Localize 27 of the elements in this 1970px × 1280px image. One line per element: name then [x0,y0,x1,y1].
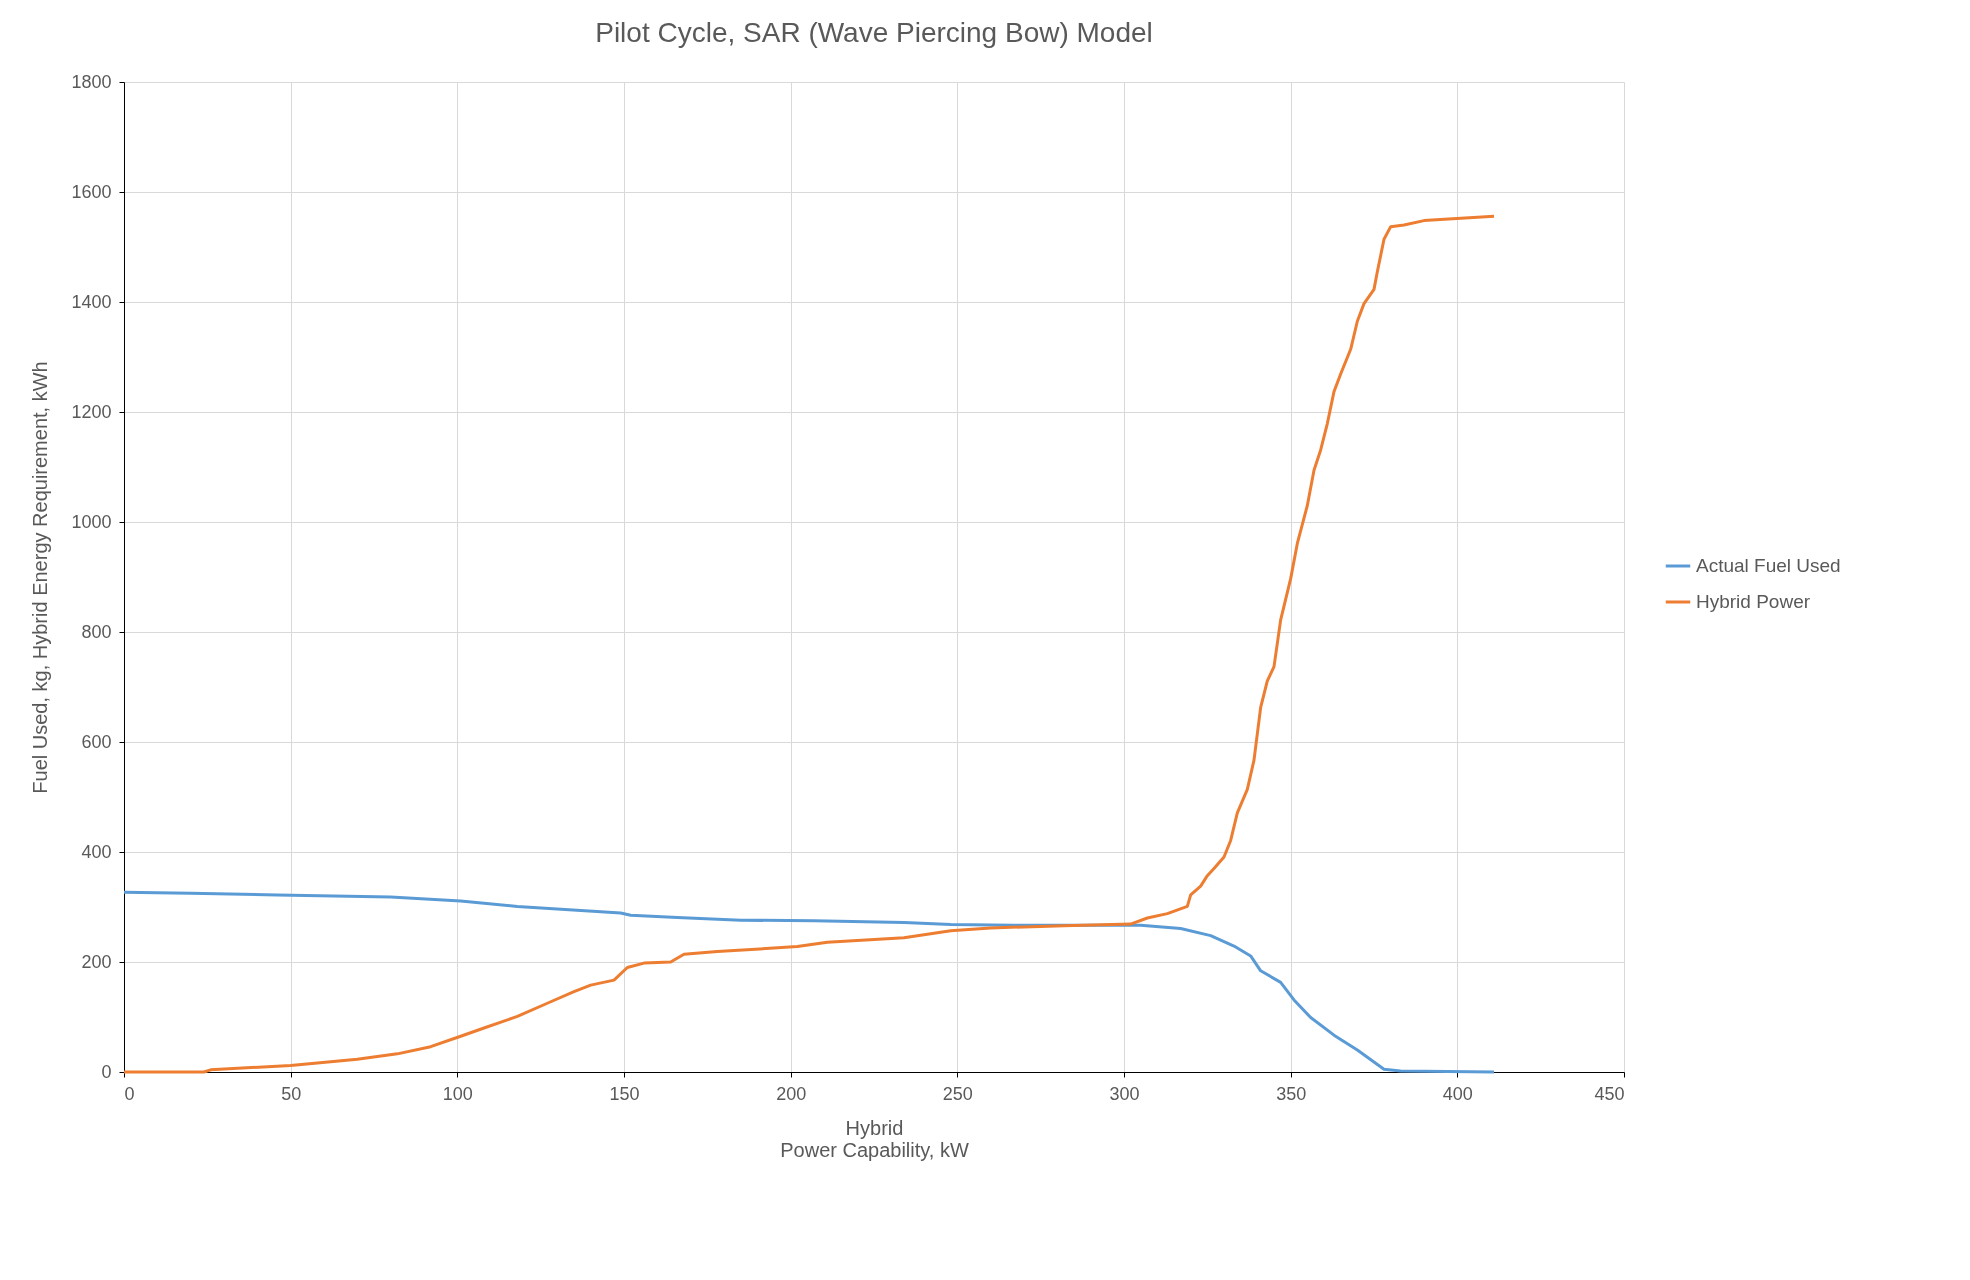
line-series [122,214,1496,1074]
y-tick-label: 0 [101,1061,112,1082]
y-tick-label: 400 [81,841,112,862]
x-tick-label: 400 [1442,1083,1473,1104]
x-tick-label: 250 [942,1083,973,1104]
y-axis-title: Fuel Used, kg, Hybrid Energy Requirement, kWh [29,361,52,794]
x-tick-label: 100 [442,1083,473,1104]
x-axis-title: Hybrid Power Capability, kW [780,1116,969,1161]
x-tick-label: 300 [1109,1083,1140,1104]
y-tick-label: 1200 [71,401,112,422]
y-tick-label: 1800 [71,71,112,92]
legend-label: Actual Fuel Used [1696,555,1841,576]
line-series [122,890,1496,1074]
y-tick-label: 1600 [71,181,112,202]
y-tick-label: 1000 [71,511,112,532]
y-tick-label: 800 [81,621,112,642]
y-tick-label: 600 [81,731,112,752]
chart-title: Pilot Cycle, SAR (Wave Piercing Bow) Model [595,17,1153,48]
x-tick-label: 0 [124,1083,135,1104]
x-tick-label: 150 [609,1083,640,1104]
y-tick-label: 1400 [71,291,112,312]
x-tick-label: 450 [1594,1083,1625,1104]
y-tick-label: 200 [81,951,112,972]
x-tick-label: 50 [281,1083,302,1104]
x-tick-label: 200 [776,1083,807,1104]
x-tick-label: 350 [1276,1083,1307,1104]
legend-label: Hybrid Power [1696,591,1811,612]
